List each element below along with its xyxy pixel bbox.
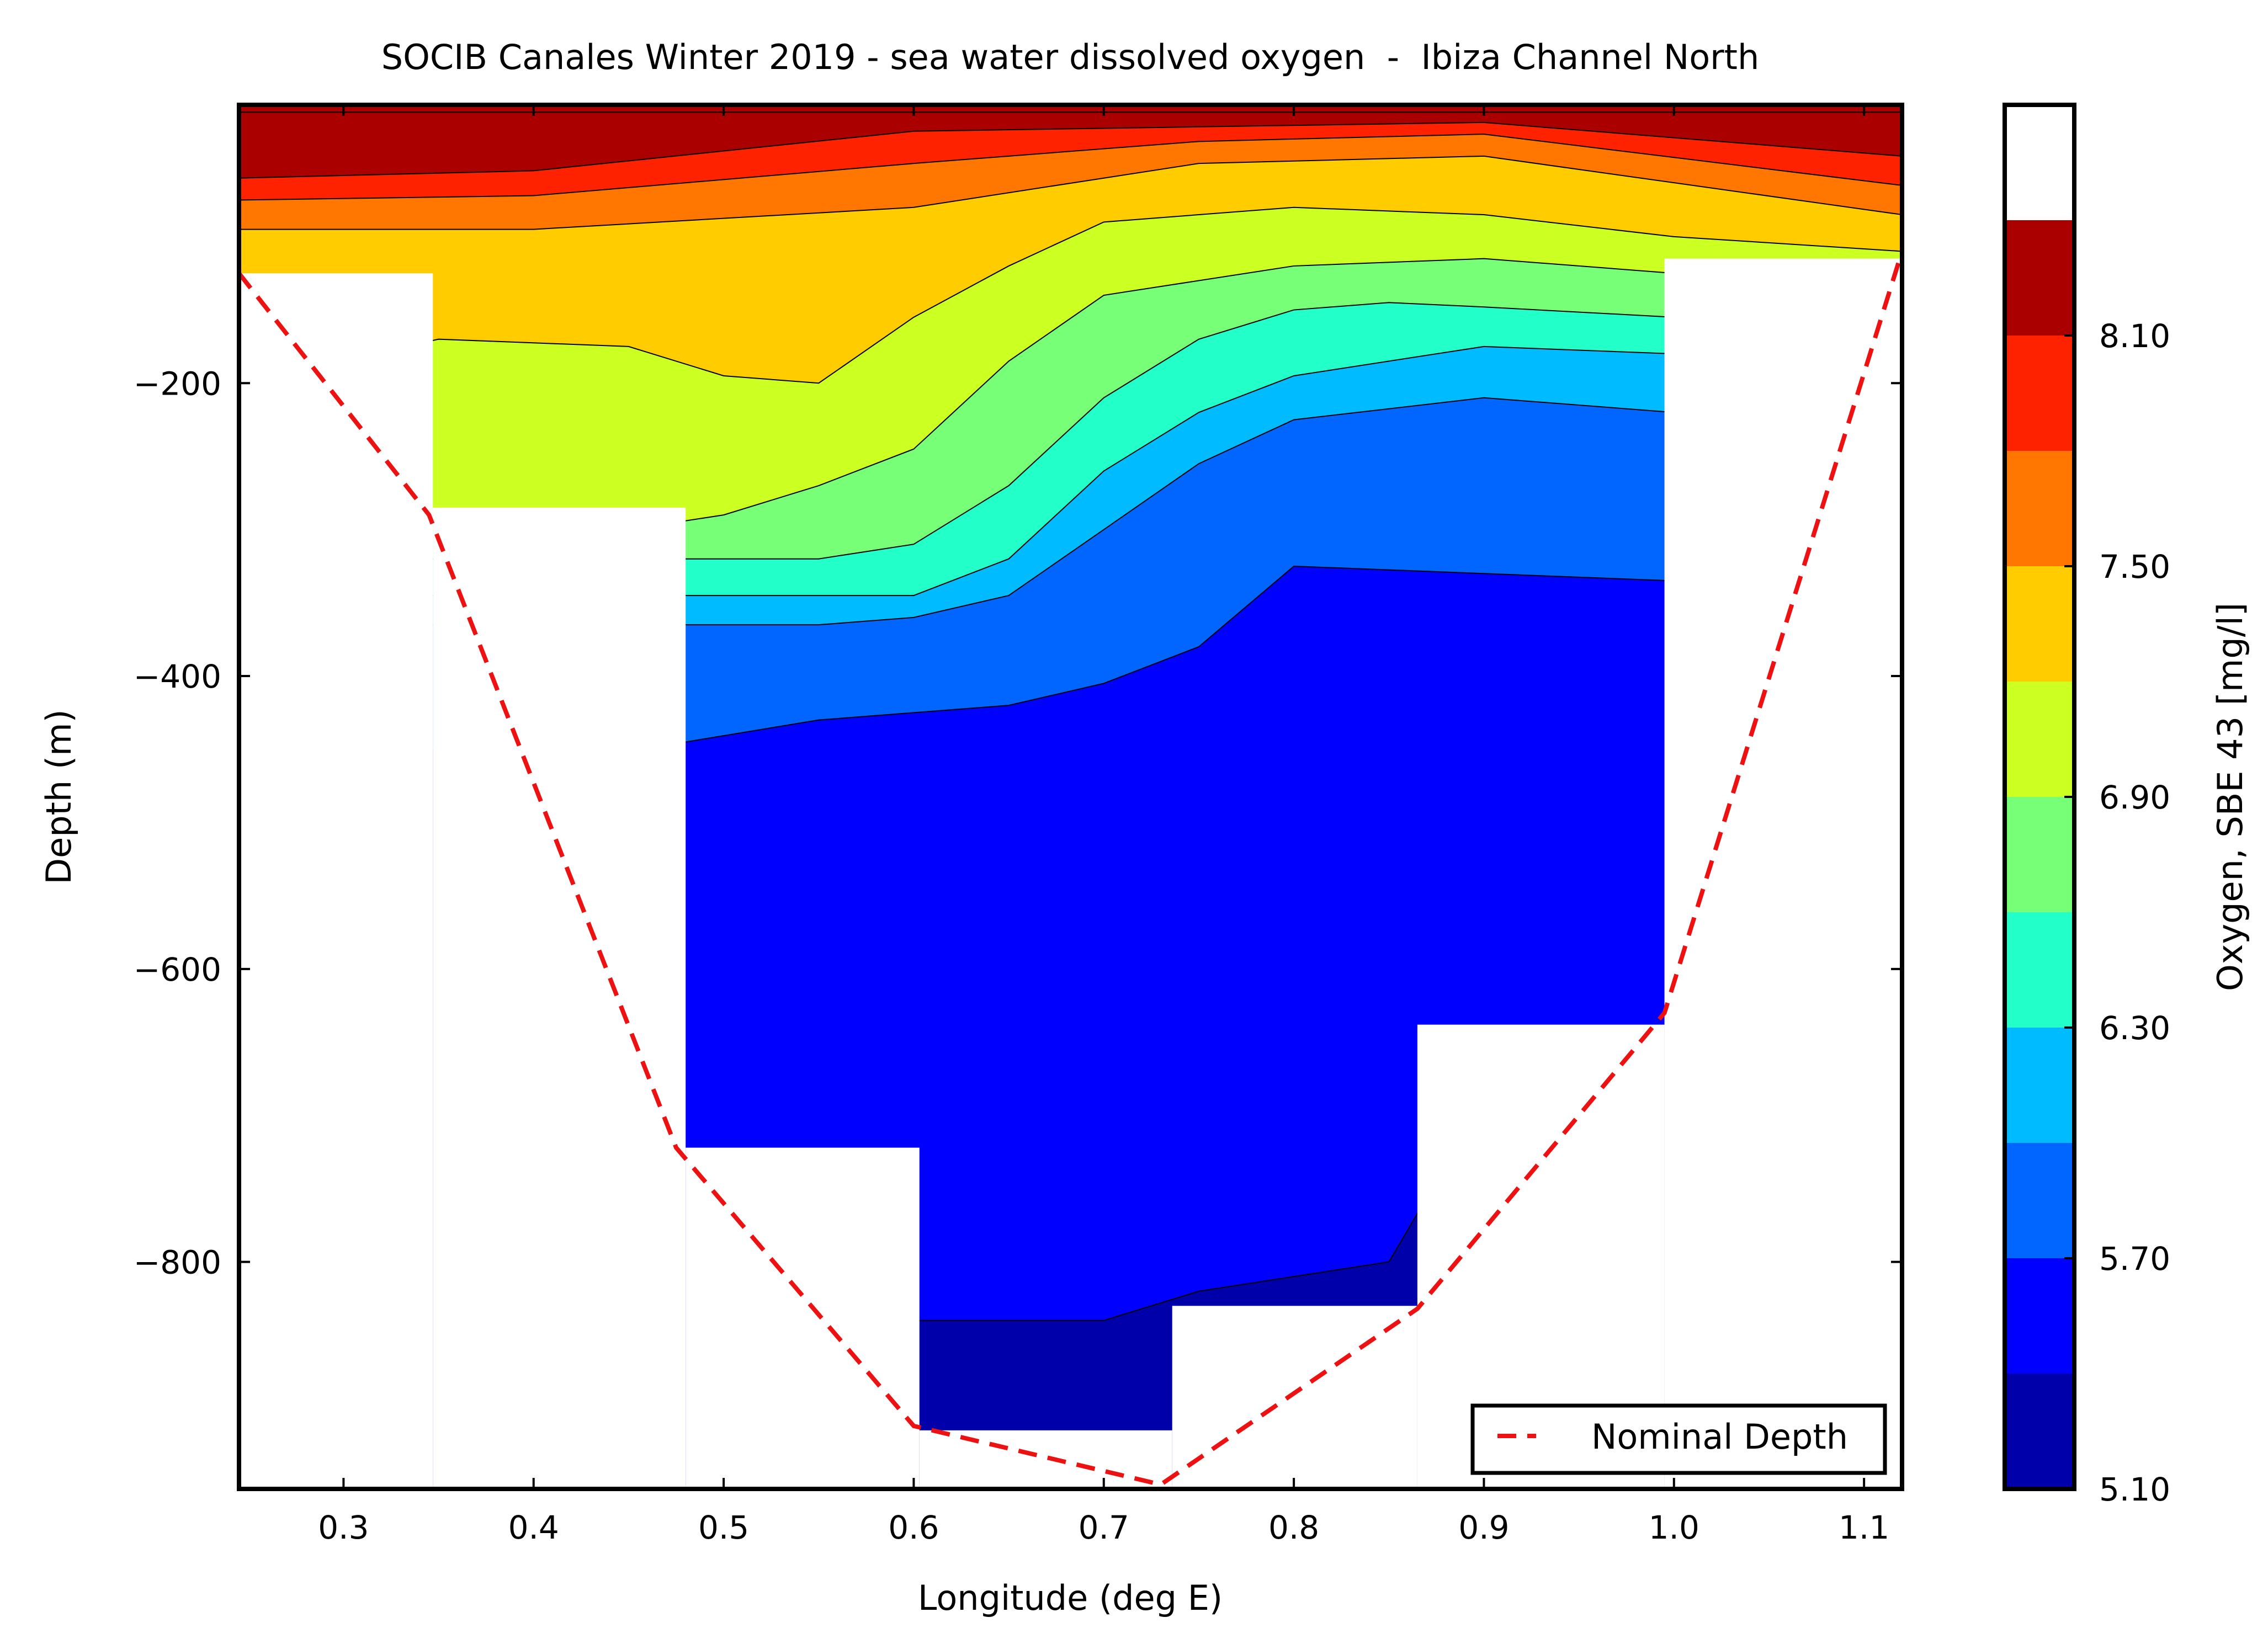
x-tick-label: 1.0 bbox=[1649, 1509, 1699, 1546]
colorbar-segment bbox=[2005, 912, 2074, 1028]
below-profile-4 bbox=[1172, 1306, 1417, 1489]
colorbar-tick-label: 6.30 bbox=[2099, 1009, 2170, 1047]
colorbar-label: Oxygen, SBE 43 [mg/l] bbox=[2210, 603, 2250, 991]
y-tick-label: −800 bbox=[134, 1244, 221, 1281]
blank-regions bbox=[239, 258, 1902, 1489]
plot-frame bbox=[237, 103, 1904, 1491]
colorbar-tick-label: 7.50 bbox=[2099, 548, 2170, 586]
x-tick-label: 1.1 bbox=[1839, 1509, 1889, 1546]
x-tick-label: 0.4 bbox=[508, 1509, 559, 1546]
colorbar-segment bbox=[2005, 682, 2074, 797]
colorbar-segment bbox=[2005, 797, 2074, 912]
chart-title: SOCIB Canales Winter 2019 - sea water di… bbox=[381, 37, 1760, 77]
nominal-depth-line bbox=[239, 251, 1902, 1487]
colorbar: 5.10 5.70 6.30 6.90 7.50 8.10 bbox=[2003, 103, 2170, 1508]
colorbar-tick-label: 8.10 bbox=[2099, 317, 2170, 355]
below-profile-0 bbox=[239, 273, 433, 1489]
x-axis-label: Longitude (deg E) bbox=[918, 1578, 1223, 1618]
colorbar-segment bbox=[2005, 1028, 2074, 1143]
colorbar-tick-label: 6.90 bbox=[2099, 779, 2170, 816]
colorbar-segment bbox=[2005, 1143, 2074, 1258]
x-tick-label: 0.3 bbox=[318, 1509, 369, 1546]
colorbar-tick-label: 5.10 bbox=[2099, 1471, 2170, 1508]
x-axis: 0.3 0.4 0.5 0.6 0.7 0.8 0.9 1.0 1.1 bbox=[318, 105, 1889, 1546]
colorbar-segment bbox=[2005, 451, 2074, 566]
y-tick-label: −400 bbox=[134, 658, 221, 695]
colorbar-segment bbox=[2005, 336, 2074, 451]
colorbar-segment bbox=[2005, 1258, 2074, 1374]
y-axis: −200 −400 −600 −800 bbox=[134, 365, 1902, 1281]
colorbar-tick-label: 5.70 bbox=[2099, 1240, 2170, 1278]
colorbar-segment bbox=[2005, 1374, 2074, 1489]
y-axis-label: Depth (m) bbox=[39, 709, 79, 884]
legend: Nominal Depth bbox=[1470, 1403, 1887, 1475]
below-profile-6 bbox=[1664, 258, 1902, 1489]
legend-label-nominal-depth: Nominal Depth bbox=[1591, 1417, 1848, 1457]
below-profile-1 bbox=[433, 507, 686, 1489]
below-profile-3 bbox=[919, 1430, 1172, 1489]
y-tick-label: −200 bbox=[134, 365, 221, 402]
x-tick-label: 0.9 bbox=[1458, 1509, 1509, 1546]
x-tick-label: 0.7 bbox=[1079, 1509, 1129, 1546]
nominal-depth-group bbox=[239, 251, 1902, 1487]
x-tick-label: 0.5 bbox=[698, 1509, 749, 1546]
colorbar-segment bbox=[2005, 566, 2074, 682]
x-tick-label: 0.6 bbox=[888, 1509, 939, 1546]
x-tick-label: 0.8 bbox=[1268, 1509, 1319, 1546]
colorbar-segment bbox=[2005, 220, 2074, 336]
legend-box bbox=[1470, 1403, 1887, 1475]
y-tick-label: −600 bbox=[134, 951, 221, 988]
